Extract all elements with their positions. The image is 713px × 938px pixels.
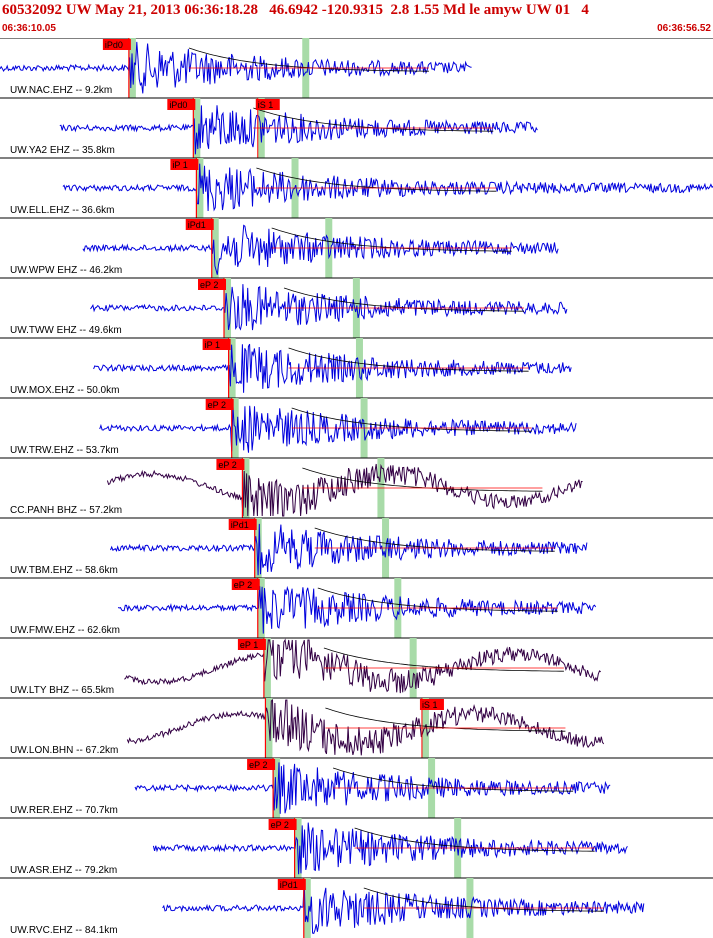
waveform-trace (82, 224, 559, 275)
p-pick-label-bg (170, 159, 199, 170)
p-pick-label: iPd0 (169, 100, 187, 110)
p-pick-label: iP 1 (172, 160, 187, 170)
p-pick-label-bg (231, 579, 260, 590)
p-window-bar (254, 518, 262, 578)
waveform-trace (126, 698, 605, 756)
waveform-trace (0, 41, 472, 94)
p-pick-label: eP 2 (249, 760, 267, 770)
station-label: UW.RVC.EHZ -- 84.1km (10, 925, 118, 936)
s-pick-label-bg (255, 99, 280, 110)
waveform-trace (162, 881, 645, 934)
p-pick-label-bg (102, 39, 131, 50)
waveform-trace (93, 343, 572, 393)
trace-row: iPd1 UW.TBM.EHZ -- 58.6km (0, 517, 713, 578)
p-window-bar (228, 338, 236, 398)
p-pick-label: iPd1 (188, 220, 206, 230)
p-pick-label-bg (247, 759, 276, 770)
trace-row: iPd1 UW.RVC.EHZ -- 84.1km (0, 877, 713, 938)
waveform-trace (99, 405, 577, 453)
station-label: CC.PANH BHZ -- 57.2km (10, 505, 122, 516)
p-pick-label: eP 1 (240, 640, 258, 650)
trace-row: eP 2 CC.PANH BHZ -- 57.2km (0, 457, 713, 518)
p-pick-label: eP 2 (234, 580, 252, 590)
station-label: UW.LTY BHZ -- 65.5km (10, 685, 114, 696)
p-window-bar (263, 638, 271, 698)
p-pick-label: eP 2 (271, 820, 289, 830)
station-label: UW.FMW.EHZ -- 62.6km (10, 625, 120, 636)
header: 60532092 UW May 21, 2013 06:36:18.28 46.… (0, 0, 713, 38)
p-pick-label-bg (277, 879, 306, 890)
p-window-bar (303, 878, 311, 938)
p-window-bar (211, 218, 219, 278)
waveform-trace (90, 284, 568, 331)
trace-row: eP 2 UW.TRW.EHZ -- 53.7km (0, 397, 713, 458)
p-pick-label: eP 2 (218, 460, 236, 470)
station-label: UW.TWW EHZ -- 49.6km (10, 325, 122, 336)
waveform-trace (152, 822, 628, 875)
event-title: 60532092 UW May 21, 2013 06:36:18.28 46.… (2, 2, 589, 18)
trace-row: iS 1 UW.LON.BHN -- 67.2km (0, 697, 713, 758)
p-pick-label: iPd1 (231, 520, 249, 530)
station-label: UW.TBM.EHZ -- 58.6km (10, 565, 118, 576)
station-label: UW.YA2 EHZ -- 35.8km (10, 145, 115, 156)
p-pick-label-bg (185, 219, 214, 230)
station-label: UW.RER.EHZ -- 70.7km (10, 805, 118, 816)
p-pick-label-bg (228, 519, 257, 530)
p-pick-label-bg (167, 99, 196, 110)
station-label: UW.WPW EHZ -- 46.2km (10, 265, 122, 276)
waveform-trace (59, 105, 538, 155)
p-pick-label: eP 2 (208, 400, 226, 410)
trace-row: eP 1 UW.LTY BHZ -- 65.5km (0, 637, 713, 698)
trace-row: iPd0 iS 1 UW.YA2 EHZ -- 35.8km (0, 97, 713, 158)
p-pick-label-bg (216, 459, 245, 470)
trace-row: iP 1 UW.ELL.EHZ -- 36.6km (0, 157, 713, 218)
waveform-trace (106, 463, 583, 517)
s-pick-label: iS 1 (258, 100, 274, 110)
trace-row: iP 1 UW.MOX.EHZ -- 50.0km (0, 337, 713, 398)
p-pick-label: eP 2 (200, 280, 218, 290)
p-window-bar (196, 158, 204, 218)
station-label: UW.NAC.EHZ -- 9.2km (10, 85, 112, 96)
s-pick-label-bg (419, 699, 444, 710)
station-label: UW.LON.BHN -- 67.2km (10, 745, 118, 756)
p-pick-label-bg (205, 399, 234, 410)
trace-row: iPd0 UW.NAC.EHZ -- 9.2km (0, 38, 713, 98)
p-pick-label: iP 1 (205, 340, 220, 350)
trace-row: eP 2 UW.RER.EHZ -- 70.7km (0, 757, 713, 818)
trace-row: eP 2 UW.FMW.EHZ -- 62.6km (0, 577, 713, 638)
p-pick-label: iPd0 (105, 40, 123, 50)
s-pick-label: iS 1 (422, 700, 438, 710)
p-pick-label-bg (237, 639, 266, 650)
p-pick-label-bg (198, 279, 227, 290)
station-label: UW.TRW.EHZ -- 53.7km (10, 445, 119, 456)
station-label: UW.MOX.EHZ -- 50.0km (10, 385, 119, 396)
trace-row: eP 2 UW.ASR.EHZ -- 79.2km (0, 817, 713, 878)
trace-row: iPd1 UW.WPW EHZ -- 46.2km (0, 217, 713, 278)
time-end-label: 06:36:56.52 (657, 23, 711, 34)
time-start-label: 06:36:10.05 (2, 23, 56, 34)
p-pick-label: iPd1 (280, 880, 298, 890)
waveform-trace (110, 523, 588, 576)
p-pick-label-bg (202, 339, 231, 350)
waveform-trace (117, 585, 597, 634)
p-window-bar (193, 98, 201, 158)
waveform-trace (62, 163, 713, 212)
p-window-bar (273, 758, 281, 818)
station-label: UW.ASR.EHZ -- 79.2km (10, 865, 117, 876)
trace-row: eP 2 UW.TWW EHZ -- 49.6km (0, 277, 713, 338)
seismogram-plot: iPd0 UW.NAC.EHZ -- 9.2km iPd0 iS 1 UW.YA2 EH… (0, 38, 713, 938)
station-label: UW.ELL.EHZ -- 36.6km (10, 205, 114, 216)
p-pick-label-bg (268, 819, 297, 830)
waveform-trace (124, 638, 601, 694)
